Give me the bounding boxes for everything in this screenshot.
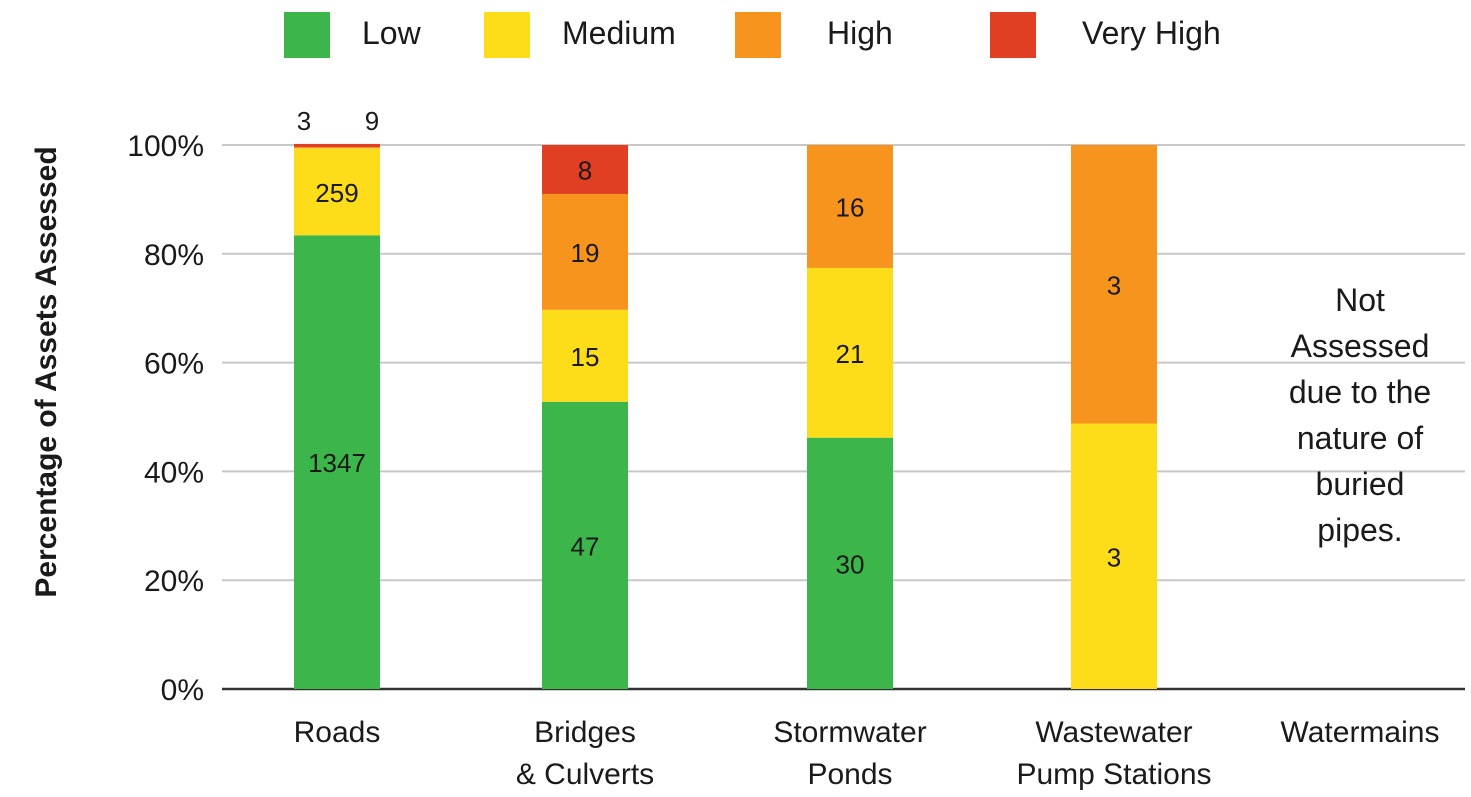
y-tick-label-5: 100% bbox=[127, 130, 204, 163]
bar-segment-1-0 bbox=[542, 401, 628, 689]
x-category-label-4-0: Watermains bbox=[1281, 716, 1440, 749]
legend-label-1: Medium bbox=[562, 15, 676, 51]
not-assessed-note-line-4: buried bbox=[1316, 466, 1405, 502]
y-axis-ticks: 0% 20% 40% 60% 80% 100% bbox=[127, 130, 204, 707]
legend-label-2: High bbox=[827, 15, 893, 51]
legend-swatch-1 bbox=[484, 12, 530, 58]
data-label-1-0: 47 bbox=[571, 531, 600, 561]
bar-segment-0-0 bbox=[294, 235, 380, 689]
x-category-label-3-0: Wastewater bbox=[1035, 716, 1192, 749]
bar-segment-3-1 bbox=[1071, 423, 1157, 689]
x-category-label-0-0: Roads bbox=[294, 716, 381, 749]
data-label-2-1: 21 bbox=[836, 339, 865, 369]
small-value-label-0: 3 bbox=[297, 106, 311, 136]
x-category-label-1-0: Bridges bbox=[534, 716, 636, 749]
bar-segment-2-1 bbox=[807, 267, 893, 438]
data-label-2-0: 30 bbox=[836, 549, 865, 579]
data-label-2-2: 16 bbox=[836, 192, 865, 222]
x-category-label-2-0: Stormwater bbox=[773, 716, 926, 749]
x-category-label-3-1: Pump Stations bbox=[1016, 758, 1211, 791]
bar-segment-2-0 bbox=[807, 437, 893, 689]
x-category-label-1-1: & Culverts bbox=[516, 758, 654, 791]
legend-swatch-0 bbox=[284, 12, 330, 58]
bar-segment-0-2 bbox=[294, 147, 380, 149]
data-label-3-1: 3 bbox=[1107, 542, 1121, 572]
bar-segment-1-3 bbox=[542, 145, 628, 194]
legend: Low Medium High Very High bbox=[284, 12, 1221, 58]
data-label-0-1: 259 bbox=[315, 178, 358, 208]
small-value-label-1: 9 bbox=[365, 106, 379, 136]
bar-segment-3-2 bbox=[1071, 145, 1157, 424]
legend-label-3: Very High bbox=[1082, 15, 1221, 51]
not-assessed-note-line-1: Assessed bbox=[1291, 328, 1430, 364]
y-tick-label-0: 0% bbox=[161, 674, 204, 707]
not-assessed-note-line-5: pipes. bbox=[1317, 512, 1402, 548]
legend-swatch-2 bbox=[735, 12, 781, 58]
bar-segment-2-2 bbox=[807, 145, 893, 268]
y-tick-label-2: 40% bbox=[144, 456, 204, 489]
x-category-label-2-1: Ponds bbox=[807, 758, 892, 791]
annotations: 3 9 Not Assessed due to the nature of buried pi… bbox=[297, 106, 1431, 548]
not-assessed-note-line-0: Not bbox=[1335, 282, 1385, 318]
data-label-1-2: 19 bbox=[571, 238, 600, 268]
bar-segment-1-1 bbox=[542, 309, 628, 402]
data-label-0-0: 1347 bbox=[308, 448, 366, 478]
y-tick-label-1: 20% bbox=[144, 565, 204, 598]
y-tick-label-3: 60% bbox=[144, 348, 204, 381]
legend-label-0: Low bbox=[362, 15, 422, 51]
bar-segment-0-1 bbox=[294, 148, 380, 236]
bars: 1347 259 47 15 19 8 30 21 16 3 3 bbox=[294, 143, 1157, 689]
legend-swatch-3 bbox=[990, 12, 1036, 58]
data-label-3-2: 3 bbox=[1107, 270, 1121, 300]
bar-segment-0-3 bbox=[294, 143, 380, 148]
not-assessed-note-line-2: due to the bbox=[1289, 374, 1431, 410]
y-axis-label: Percentage of Assets Assessed bbox=[30, 146, 63, 597]
y-tick-label-4: 80% bbox=[144, 239, 204, 272]
data-label-1-1: 15 bbox=[571, 342, 600, 372]
bar-segment-1-2 bbox=[542, 193, 628, 310]
not-assessed-note-line-3: nature of bbox=[1297, 420, 1423, 456]
data-label-1-3: 8 bbox=[578, 155, 592, 185]
x-axis-categories: Roads Bridges & Culverts Stormwater Ponds Was… bbox=[294, 716, 1440, 791]
